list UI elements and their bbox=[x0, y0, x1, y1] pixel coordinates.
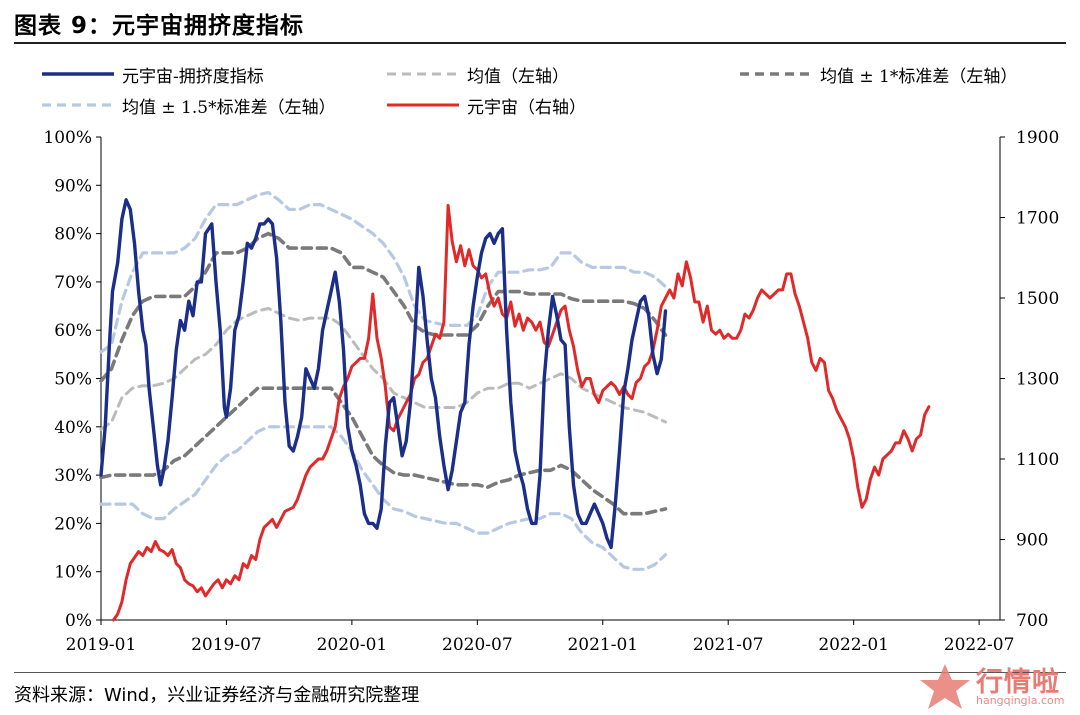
series-line-4 bbox=[99, 190, 668, 354]
right-tick-label: 1900 bbox=[1016, 128, 1059, 148]
x-tick-label: 2020-01 bbox=[317, 635, 388, 650]
left-tick-label: 10% bbox=[54, 563, 92, 583]
series-line-6 bbox=[112, 203, 931, 622]
chart-legend: 元宇宙-拥挤度指标 均值（左轴） 均值 ± 1*标准差（左轴） 均值 ± 1.5… bbox=[40, 62, 1070, 122]
left-tick-label: 40% bbox=[54, 418, 92, 438]
left-tick-label: 30% bbox=[54, 466, 92, 486]
legend-item-index: 元宇宙（右轴） bbox=[385, 93, 586, 118]
left-tick-label: 60% bbox=[54, 321, 92, 341]
legend-swatch-index bbox=[387, 103, 459, 107]
right-y-axis: 700 900 1100 1300 1500 1700 1900 bbox=[999, 128, 1059, 631]
watermark-url: hangqingla.com bbox=[976, 694, 1065, 707]
watermark-logo: 行情啦 hangqingla.com bbox=[914, 658, 1074, 713]
right-tick-label: 700 bbox=[1016, 611, 1048, 631]
right-tick-label: 1700 bbox=[1016, 209, 1059, 229]
series-layer bbox=[99, 190, 931, 622]
x-tick-label: 2022-07 bbox=[944, 635, 1015, 650]
series-line-2 bbox=[99, 231, 668, 383]
legend-item-mean: 均值（左轴） bbox=[385, 62, 569, 87]
left-tick-label: 90% bbox=[54, 176, 92, 196]
legend-label-std15: 均值 ± 1.5*标准差（左轴） bbox=[122, 97, 336, 118]
left-tick-label: 80% bbox=[54, 225, 92, 245]
right-tick-label: 1100 bbox=[1016, 450, 1059, 470]
right-tick-label: 1300 bbox=[1016, 370, 1059, 390]
source-divider bbox=[14, 672, 1066, 673]
legend-label-std1: 均值 ± 1*标准差（左轴） bbox=[820, 66, 1018, 87]
x-tick-label: 2022-01 bbox=[818, 635, 889, 650]
legend-label-crowding: 元宇宙-拥挤度指标 bbox=[122, 66, 264, 87]
legend-swatch-std1 bbox=[740, 72, 812, 76]
left-tick-label: 50% bbox=[54, 370, 92, 390]
source-note: 资料来源：Wind，兴业证券经济与金融研究院整理 bbox=[14, 685, 420, 706]
series-line-0 bbox=[99, 198, 668, 550]
left-tick-label: 100% bbox=[43, 128, 92, 148]
left-tick-label: 20% bbox=[54, 514, 92, 534]
x-tick-label: 2021-01 bbox=[567, 635, 638, 650]
x-tick-label: 2019-01 bbox=[66, 635, 137, 650]
star-logo-icon bbox=[920, 664, 970, 709]
watermark-text: 行情啦 bbox=[976, 667, 1060, 698]
x-tick-label: 2021-07 bbox=[693, 635, 764, 650]
x-axis: 2019-01 2019-07 2020-01 2020-07 2021-01 2021-… bbox=[66, 619, 1015, 650]
legend-item-std15: 均值 ± 1.5*标准差（左轴） bbox=[40, 93, 336, 118]
x-tick-label: 2019-07 bbox=[191, 635, 262, 650]
legend-label-mean: 均值（左轴） bbox=[467, 66, 569, 87]
legend-item-std1: 均值 ± 1*标准差（左轴） bbox=[738, 62, 1018, 87]
chart-title: 图表 9：元宇宙拥挤度指标 bbox=[14, 13, 305, 39]
legend-swatch-crowding bbox=[42, 72, 114, 76]
line-chart: 0% 10% 20% 30% 40% 50% 60% 70% 80% 90% 100% 700 900… bbox=[43, 128, 1059, 650]
left-tick-label: 0% bbox=[65, 611, 92, 631]
x-tick-label: 2020-07 bbox=[442, 635, 513, 650]
legend-label-index: 元宇宙（右轴） bbox=[467, 97, 586, 118]
legend-item-crowding: 元宇宙-拥挤度指标 bbox=[40, 62, 264, 87]
legend-swatch-std15 bbox=[42, 103, 114, 107]
left-y-axis: 0% 10% 20% 30% 40% 50% 60% 70% 80% 90% 100% bbox=[43, 128, 102, 631]
title-divider bbox=[14, 42, 1066, 44]
right-tick-label: 900 bbox=[1016, 531, 1048, 551]
right-tick-label: 1500 bbox=[1016, 289, 1059, 309]
left-tick-label: 70% bbox=[54, 273, 92, 293]
legend-swatch-mean bbox=[387, 72, 459, 76]
